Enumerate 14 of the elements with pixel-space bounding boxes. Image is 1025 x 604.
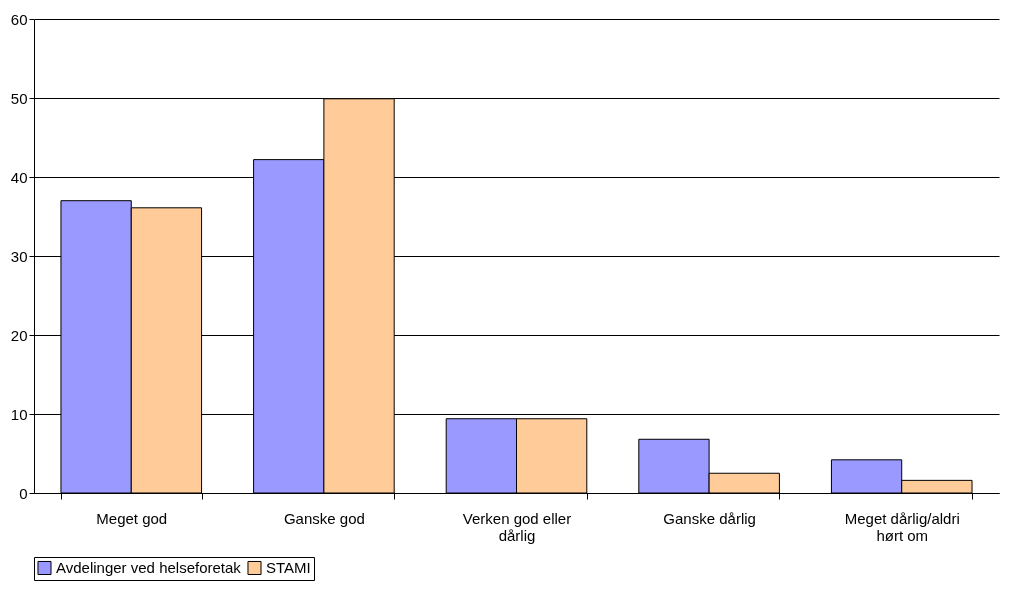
legend-label: STAMI bbox=[266, 558, 311, 576]
x-tick-label: Ganske dårlig bbox=[663, 509, 756, 527]
y-tick-label: 40 bbox=[10, 168, 28, 186]
x-tick-label: Verken god eller dårlig bbox=[462, 509, 572, 544]
x-tick-label: Meget dårlig/aldri hørt om bbox=[844, 509, 960, 544]
y-tick-label: 10 bbox=[10, 405, 28, 423]
y-tick-label: 60 bbox=[10, 10, 28, 28]
x-tick-label: Ganske god bbox=[283, 509, 365, 527]
y-tick-label: 30 bbox=[10, 247, 28, 265]
x-tick-label: Meget god bbox=[96, 509, 168, 527]
y-tick-label: 0 bbox=[19, 484, 28, 502]
legend-label: Avdelinger ved helseforetak bbox=[56, 558, 242, 576]
y-tick-label: 50 bbox=[10, 89, 28, 107]
y-tick-label: 20 bbox=[10, 326, 28, 344]
